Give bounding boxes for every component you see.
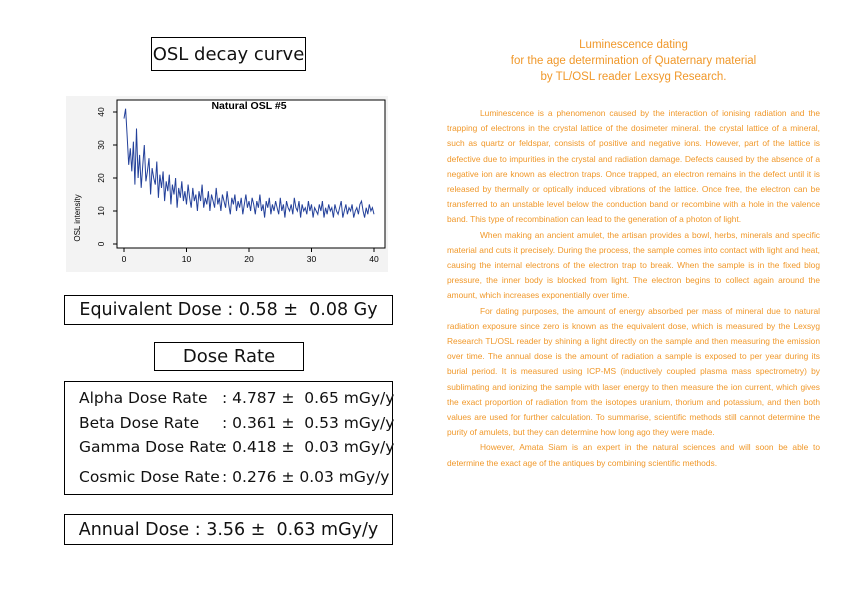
rate-value: : 0.418 ± 0.03 mGy/y — [222, 438, 395, 456]
dose-rate-row-alpha: Alpha Dose Rate : 4.787 ± 0.65 mGy/y — [79, 389, 394, 409]
article-paragraph: For dating purposes, the amount of energ… — [447, 305, 820, 438]
article-title-line: for the age determination of Quaternary … — [510, 55, 757, 67]
y-tick-label: 40 — [96, 107, 106, 117]
article: Luminescence dating for the age determin… — [447, 37, 820, 471]
x-tick-label: 10 — [182, 254, 192, 264]
rate-name: Gamma Dose Rate — [79, 438, 225, 456]
equivalent-dose-box: Equivalent Dose : 0.58 ± 0.08 Gy — [64, 295, 393, 325]
article-paragraph: When making an ancient amulet, the artis… — [447, 229, 820, 301]
annual-dose-value: 3.56 ± 0.63 mGy/y — [206, 519, 379, 540]
equivalent-dose-value: 0.58 ± 0.08 Gy — [238, 300, 378, 320]
rate-value: : 4.787 ± 0.65 mGy/y — [222, 389, 395, 407]
equivalent-dose-label: Equivalent Dose : — [79, 300, 239, 320]
x-tick-label: 40 — [369, 254, 379, 264]
dose-rate-row-gamma: Gamma Dose Rate : 0.418 ± 0.03 mGy/y — [79, 438, 394, 458]
rate-value: : 0.276 ± 0.03 mGy/y — [222, 468, 390, 486]
y-axis-label: OSL intensity — [73, 194, 82, 241]
dose-rate-table: Alpha Dose Rate : 4.787 ± 0.65 mGy/y Bet… — [64, 381, 394, 495]
x-tick-label: 30 — [307, 254, 317, 264]
series-layer — [123, 108, 375, 218]
x-tick-label: 20 — [244, 254, 254, 264]
dose-rate-row-cosmic: Cosmic Dose Rate : 0.276 ± 0.03 mGy/y — [79, 468, 389, 488]
annual-dose-label: Annual Dose : — [78, 519, 207, 540]
rate-name: Cosmic Dose Rate — [79, 468, 220, 486]
article-body: Luminescence is a phenomenon caused by t… — [447, 106, 820, 471]
article-title: Luminescence dating for the age determin… — [447, 37, 820, 85]
series-line — [123, 108, 375, 218]
article-paragraph: However, Amata Siam is an expert in the … — [447, 442, 820, 468]
axis-ticks: 0 10 20 30 40 0 10 20 30 40 — [96, 107, 379, 264]
chart-title: Natural OSL #5 — [211, 100, 286, 112]
article-title-line: Luminescence dating — [579, 39, 688, 51]
x-tick-label: 0 — [122, 254, 127, 264]
y-tick-label: 0 — [96, 241, 106, 246]
decay-curve-title-text: OSL decay curve — [152, 43, 305, 65]
plot-frame — [116, 99, 386, 249]
article-paragraph: Luminescence is a phenomenon caused by t… — [447, 108, 820, 225]
dose-rate-row-beta: Beta Dose Rate : 0.361 ± 0.53 mGy/y — [79, 414, 394, 434]
rate-name: Beta Dose Rate — [79, 414, 200, 432]
osl-chart-panel: Natural OSL #5 OSL intensity 0 10 20 30 40 0 1… — [66, 96, 388, 272]
rate-value: : 0.361 ± 0.53 mGy/y — [222, 414, 395, 432]
osl-chart: Natural OSL #5 OSL intensity 0 10 20 30 40 0 1… — [73, 99, 386, 264]
dose-rate-title: Dose Rate — [154, 342, 304, 371]
y-tick-label: 20 — [96, 173, 106, 183]
y-tick-label: 10 — [96, 206, 106, 216]
annual-dose-box: Annual Dose : 3.56 ± 0.63 mGy/y — [64, 514, 393, 545]
decay-curve-title: OSL decay curve — [151, 37, 306, 71]
rate-name: Alpha Dose Rate — [79, 389, 208, 407]
article-title-line: by TL/OSL reader Lexsyg Research. — [540, 71, 727, 83]
dose-rate-title-text: Dose Rate — [182, 346, 276, 367]
y-tick-label: 30 — [96, 140, 106, 150]
